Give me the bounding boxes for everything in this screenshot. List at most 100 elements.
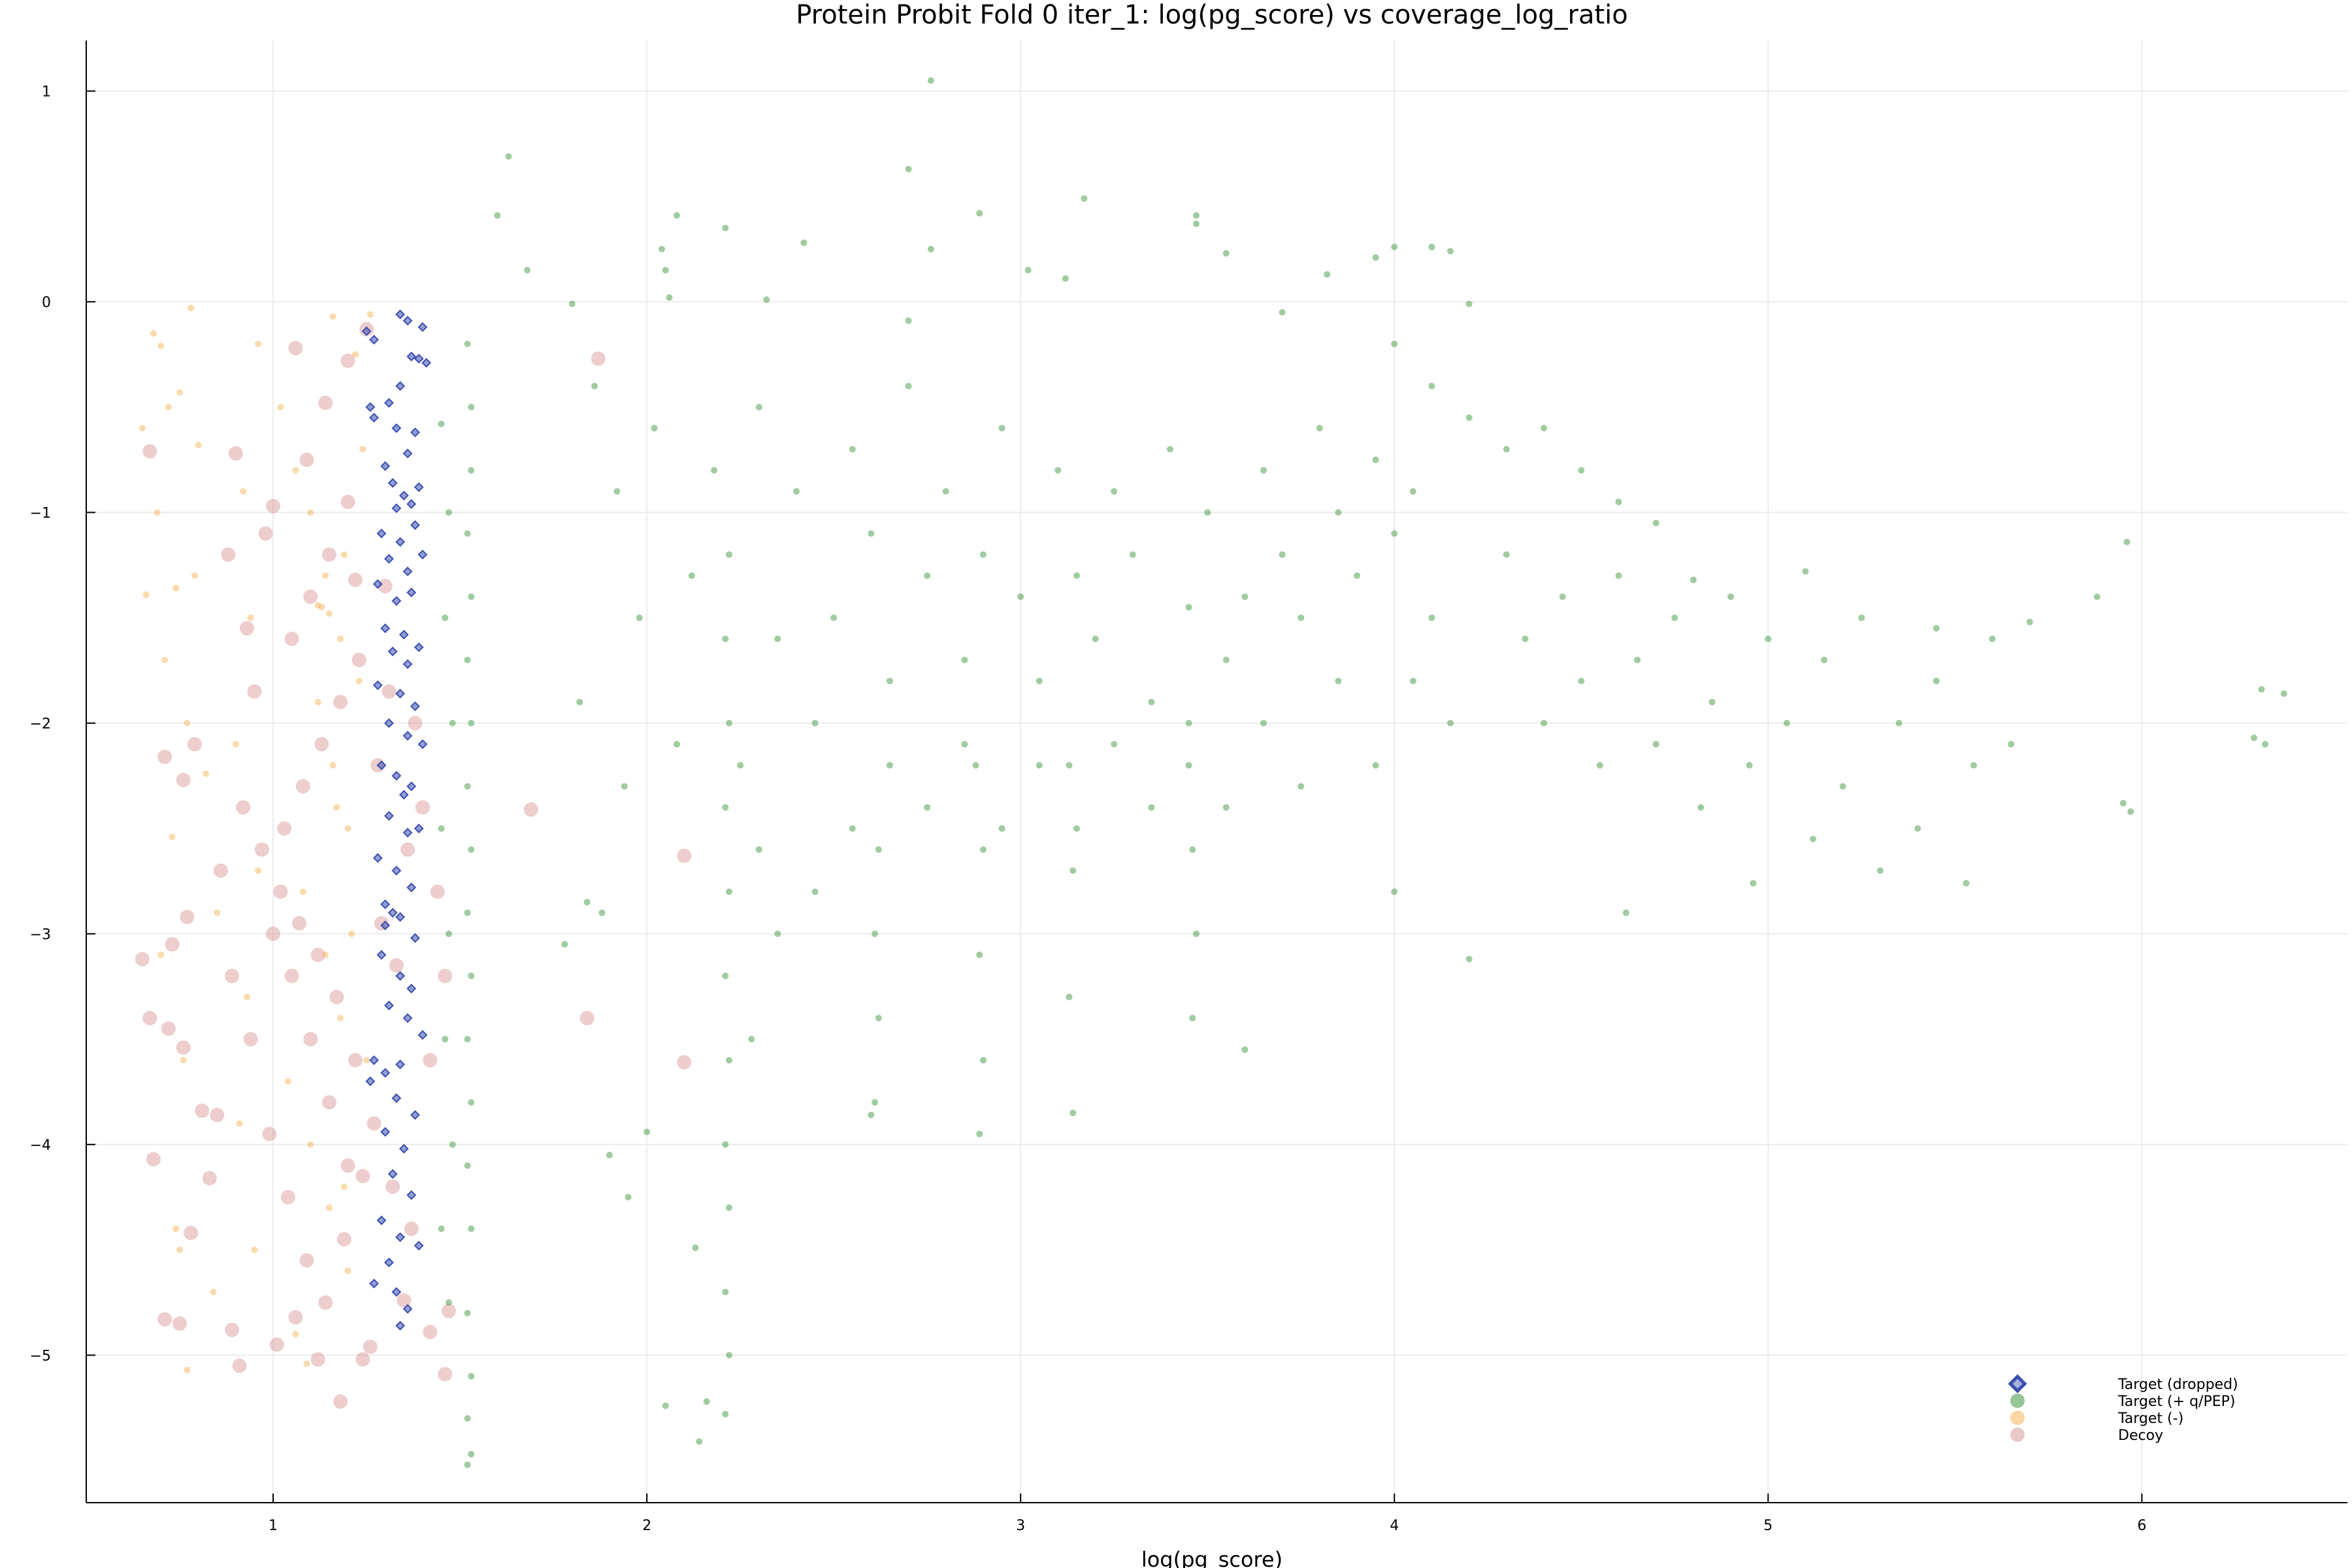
x-tick-label: 4 <box>1390 1518 1399 1534</box>
point-target-dropped <box>402 828 413 838</box>
point-target-dropped <box>384 811 394 821</box>
point-decoy <box>284 968 299 983</box>
point-target-qpep <box>868 1111 875 1119</box>
point-target-qpep <box>722 225 729 232</box>
point-target-dropped <box>395 1059 405 1070</box>
point-target-qpep <box>464 1461 471 1468</box>
point-target-negative <box>344 825 351 832</box>
point-target-qpep <box>1447 719 1454 727</box>
point-decoy <box>355 1169 370 1184</box>
point-target-qpep <box>924 804 931 811</box>
point-target-dropped <box>402 316 413 326</box>
point-target-qpep <box>1876 867 1884 874</box>
point-target-qpep <box>1963 879 1970 887</box>
point-target-qpep <box>1933 625 1940 632</box>
point-target-dropped <box>391 866 402 875</box>
point-target-dropped <box>414 353 424 364</box>
point-target-dropped <box>414 482 424 493</box>
point-decoy <box>303 1032 318 1047</box>
x-tick-label: 1 <box>269 1518 278 1534</box>
point-target-dropped <box>406 499 417 509</box>
point-target-negative <box>340 551 348 558</box>
point-target-qpep <box>979 846 987 853</box>
point-target-qpep <box>1697 804 1705 811</box>
point-decoy <box>157 749 172 764</box>
point-target-qpep <box>811 888 819 895</box>
point-target-dropped <box>361 326 372 336</box>
point-target-dropped <box>391 596 402 606</box>
point-target-qpep <box>725 1056 732 1064</box>
point-decoy <box>146 1152 161 1167</box>
point-decoy <box>184 1226 199 1241</box>
point-target-dropped <box>395 381 405 391</box>
point-decoy <box>225 1322 240 1337</box>
point-target-qpep <box>1279 308 1286 316</box>
point-target-qpep <box>2123 538 2131 546</box>
point-decoy <box>441 1303 456 1318</box>
point-decoy <box>210 1107 225 1122</box>
legend-label: Target (+ q/PEP) <box>2117 1394 2235 1410</box>
point-target-qpep <box>1503 551 1510 558</box>
point-decoy <box>318 395 333 410</box>
x-tick-label: 2 <box>642 1518 651 1534</box>
point-target-negative <box>348 930 355 938</box>
point-target-negative <box>236 1120 243 1127</box>
point-target-qpep <box>568 301 576 308</box>
point-target-qpep <box>1409 678 1416 685</box>
point-decoy <box>423 1053 438 1068</box>
point-decoy <box>247 684 262 699</box>
point-target-qpep <box>979 1056 987 1064</box>
point-target-qpep <box>1783 719 1790 727</box>
point-target-qpep <box>494 212 501 219</box>
point-target-qpep <box>1298 614 1305 621</box>
point-decoy <box>254 842 269 857</box>
point-target-qpep <box>1081 195 1088 202</box>
point-target-qpep <box>1193 212 1200 219</box>
point-target-qpep <box>524 267 531 274</box>
point-target-qpep <box>606 1151 613 1158</box>
point-target-qpep <box>1017 593 1024 600</box>
point-decoy <box>397 1293 412 1308</box>
point-target-qpep <box>1391 530 1398 537</box>
tick-labels: 1 2 3 4 5 6 −5 −4 −3 −2 −1 0 1 <box>30 84 2147 1534</box>
point-target-qpep <box>1428 382 1435 389</box>
point-target-qpep <box>651 425 658 432</box>
point-target-qpep <box>464 783 471 790</box>
point-decoy <box>430 884 445 899</box>
point-target-negative <box>176 389 184 396</box>
point-target-negative <box>329 313 336 320</box>
point-decoy <box>382 684 397 699</box>
point-decoy <box>280 1190 295 1205</box>
point-target-dropped <box>414 642 424 653</box>
point-target-dropped <box>406 781 417 791</box>
point-target-negative <box>299 888 306 895</box>
point-target-dropped <box>406 1190 417 1200</box>
point-target-negative <box>314 602 321 609</box>
point-target-qpep <box>1092 635 1099 642</box>
point-target-qpep <box>722 1288 729 1296</box>
point-target-qpep <box>666 294 673 301</box>
point-target-qpep <box>468 593 475 600</box>
data-points <box>135 77 2287 1468</box>
point-target-qpep <box>1559 593 1566 600</box>
point-decoy <box>523 802 538 817</box>
point-decoy <box>389 958 404 973</box>
point-target-qpep <box>1241 593 1249 600</box>
y-tick-label: 1 <box>42 84 51 100</box>
point-target-negative <box>325 610 333 617</box>
point-target-negative <box>172 1225 180 1232</box>
point-target-negative <box>329 762 336 769</box>
point-target-qpep <box>1189 846 1196 853</box>
point-target-negative <box>139 425 146 432</box>
point-target-qpep <box>673 741 680 748</box>
point-decoy <box>176 1040 191 1055</box>
point-target-negative <box>150 330 157 337</box>
point-target-negative <box>255 340 262 348</box>
point-decoy <box>310 947 325 962</box>
point-target-qpep <box>1372 762 1379 769</box>
point-target-qpep <box>755 404 762 411</box>
point-target-dropped <box>387 1169 398 1179</box>
point-target-dropped <box>402 1013 413 1023</box>
point-target-dropped <box>395 309 405 319</box>
